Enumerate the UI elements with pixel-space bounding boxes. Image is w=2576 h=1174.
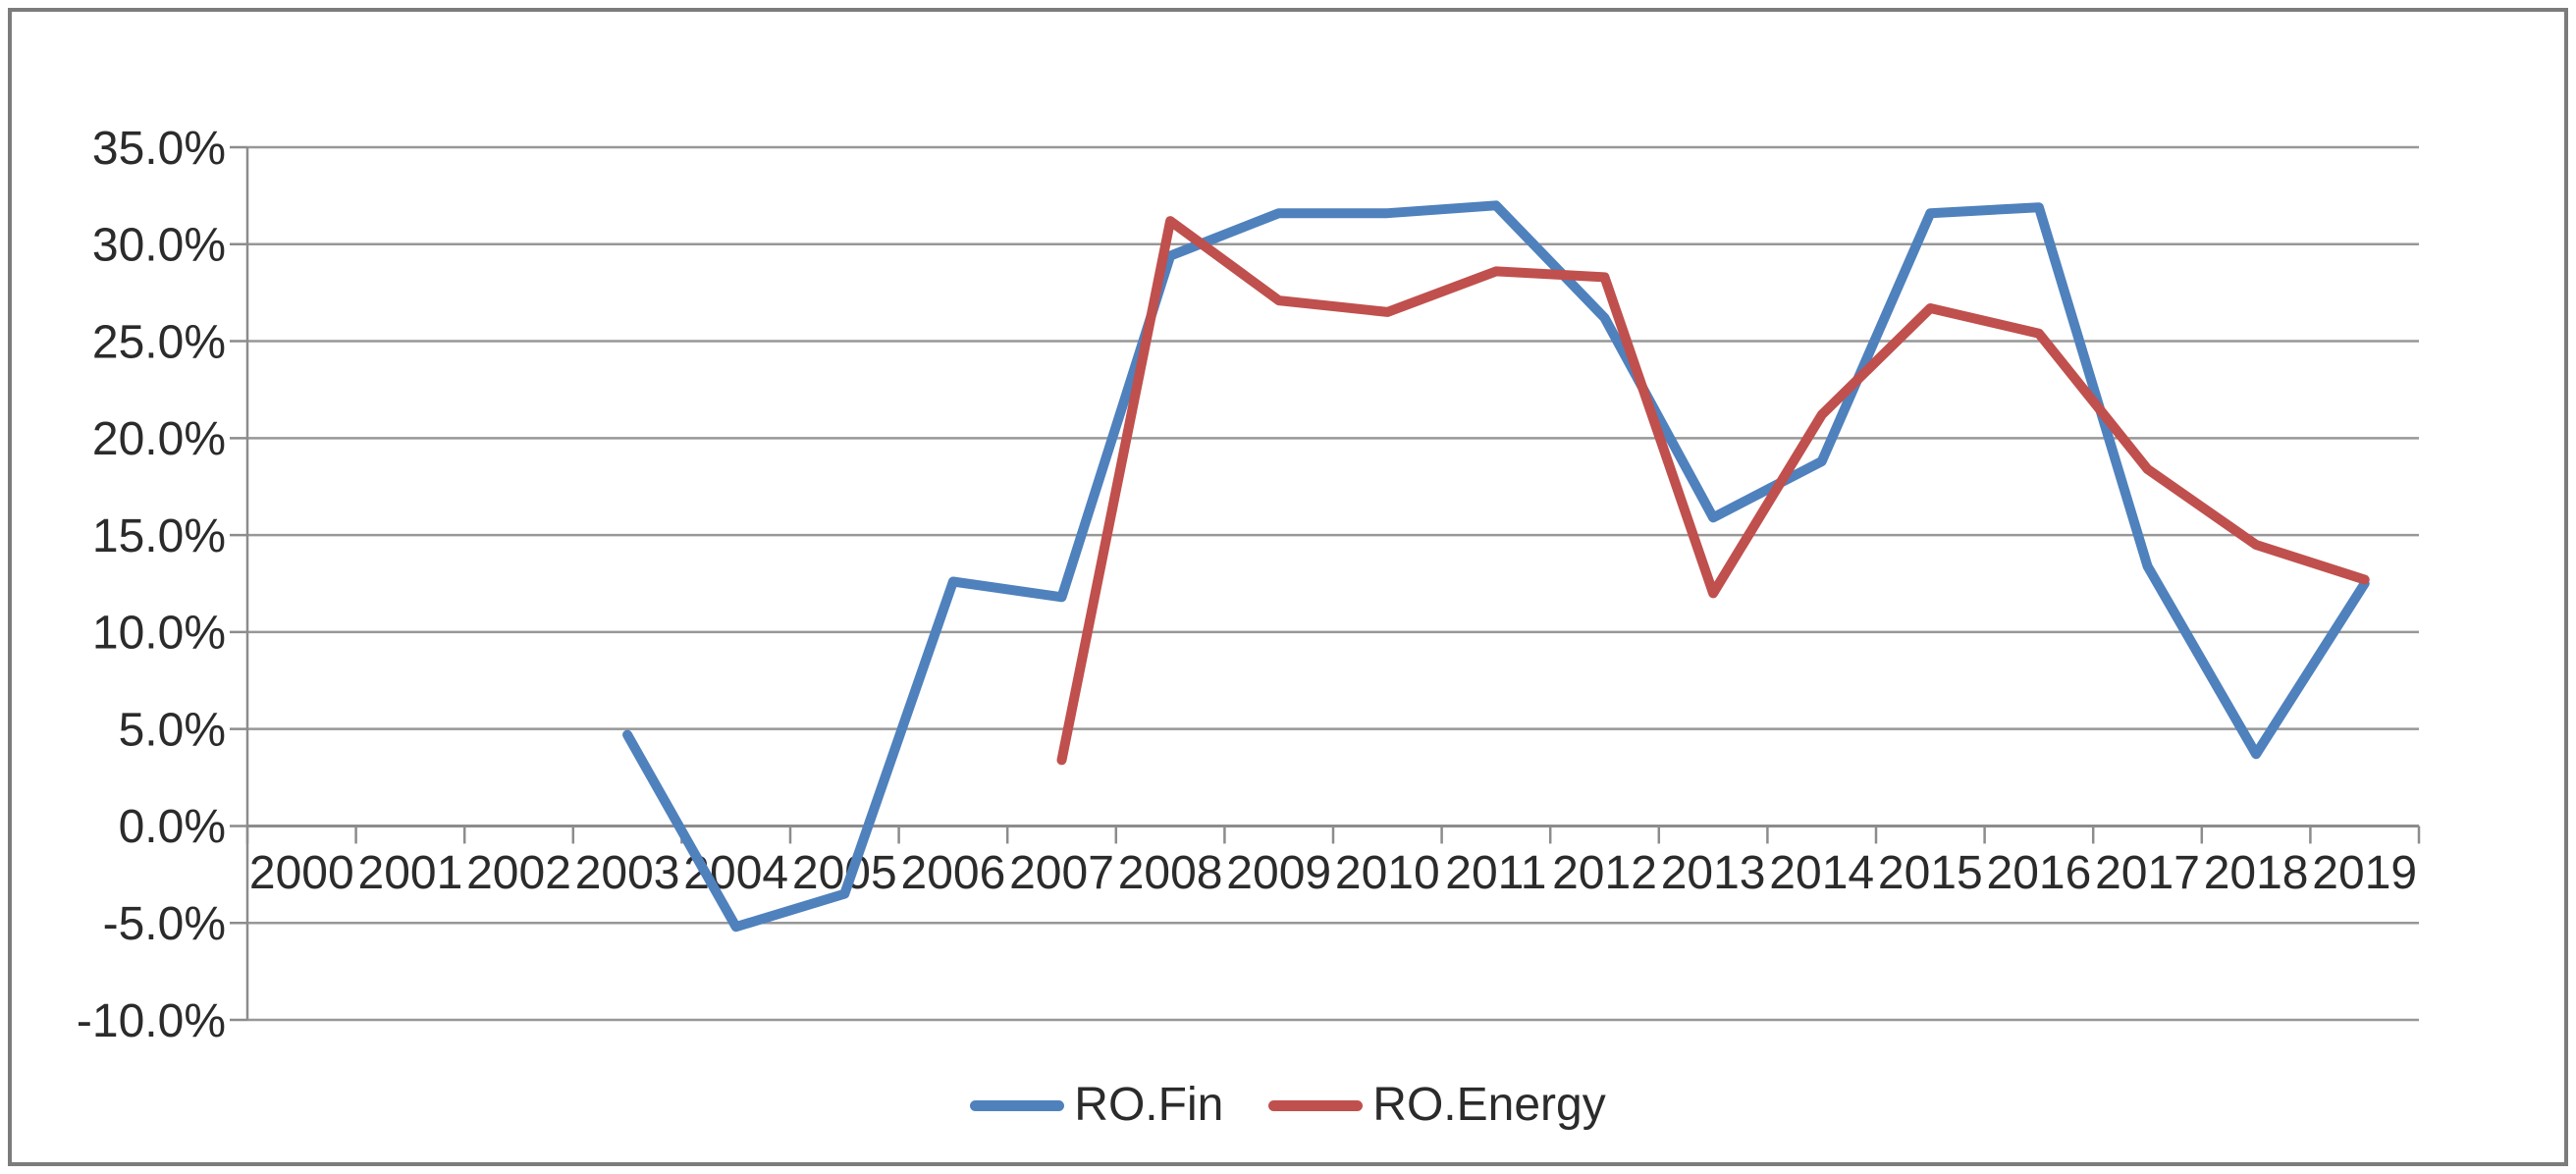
- y-axis-label: 10.0%: [92, 608, 226, 660]
- y-axis-label: 0.0%: [119, 801, 226, 853]
- x-axis-label: 2002: [466, 847, 571, 899]
- y-axis-label: 30.0%: [92, 220, 226, 272]
- legend-item-ro-energy[interactable]: RO.Energy: [1268, 1079, 1606, 1131]
- x-axis-label: 2001: [358, 847, 463, 899]
- y-axis-label: 15.0%: [92, 510, 226, 562]
- y-axis-label: -5.0%: [103, 898, 226, 950]
- x-axis-label: 2000: [249, 847, 354, 899]
- y-axis-label: 25.0%: [92, 316, 226, 368]
- x-axis-label: 2018: [2204, 847, 2309, 899]
- x-axis-label: 2007: [1009, 847, 1114, 899]
- line-chart: 35.0% 30.0% 25.0% 20.0% 15.0% 10.0% 5.0% 0.0% -5…: [77, 123, 2421, 1047]
- x-axis-label: 2019: [2312, 847, 2417, 899]
- y-axis-label: 35.0%: [92, 123, 226, 175]
- x-axis-label: 2003: [575, 847, 680, 899]
- x-axis-label: 2009: [1226, 847, 1331, 899]
- series-line-ro-fin[interactable]: [622, 200, 2370, 933]
- legend-item-ro-fin[interactable]: RO.Fin: [970, 1082, 1223, 1129]
- legend-line-swatch-ro-fin: [970, 1099, 1065, 1111]
- legend-label-ro-fin: RO.Fin: [1074, 1079, 1224, 1131]
- x-axis-label: 2006: [901, 847, 1006, 899]
- x-axis-label: 2014: [1769, 847, 1874, 899]
- series-line-ro-energy[interactable]: [1056, 216, 2370, 766]
- x-axis-label: 2008: [1118, 847, 1223, 899]
- y-axis-label: 5.0%: [119, 704, 226, 756]
- x-axis-label: 2013: [1661, 847, 1766, 899]
- x-axis-label: 2011: [1445, 847, 1546, 899]
- chart-legend: RO.Fin RO.Energy: [12, 1076, 2564, 1135]
- x-axis-label: 2016: [1987, 847, 2092, 899]
- y-axis-label: -10.0%: [77, 995, 226, 1047]
- legend-label-ro-energy: RO.Energy: [1372, 1079, 1606, 1131]
- legend-line-swatch-ro-energy: [1268, 1099, 1364, 1111]
- chart-frame[interactable]: 35.0% 30.0% 25.0% 20.0% 15.0% 10.0% 5.0% 0.0% -5…: [8, 8, 2568, 1166]
- x-axis-label: 2015: [1878, 847, 1983, 899]
- x-axis-label: 2017: [2095, 847, 2200, 899]
- x-axis-label: 2010: [1335, 847, 1440, 899]
- y-axis-label: 20.0%: [92, 413, 226, 465]
- x-axis-label: 2012: [1552, 847, 1657, 899]
